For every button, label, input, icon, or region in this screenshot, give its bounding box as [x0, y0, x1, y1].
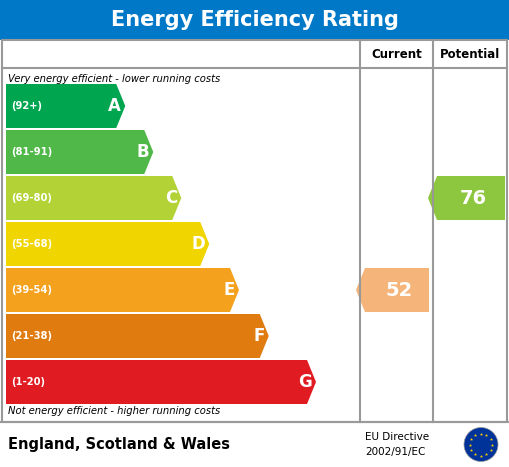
Polygon shape: [6, 222, 209, 266]
Text: England, Scotland & Wales: England, Scotland & Wales: [8, 437, 230, 452]
Text: Not energy efficient - higher running costs: Not energy efficient - higher running co…: [8, 406, 220, 416]
Text: Potential: Potential: [440, 48, 500, 61]
Text: (92+): (92+): [11, 101, 42, 111]
Polygon shape: [6, 314, 269, 358]
Text: Current: Current: [371, 48, 422, 61]
Polygon shape: [6, 268, 239, 312]
Text: A: A: [108, 97, 121, 115]
Bar: [2, 40, 507, 422]
Text: F: F: [253, 327, 265, 345]
Text: (1-20): (1-20): [11, 377, 45, 387]
Text: G: G: [298, 373, 312, 391]
Circle shape: [464, 427, 498, 461]
Text: (69-80): (69-80): [11, 193, 52, 203]
Text: D: D: [191, 235, 205, 253]
Text: B: B: [136, 143, 149, 161]
Text: (39-54): (39-54): [11, 285, 52, 295]
Text: (21-38): (21-38): [11, 331, 52, 341]
Polygon shape: [6, 176, 181, 220]
Polygon shape: [6, 84, 125, 128]
Text: Energy Efficiency Rating: Energy Efficiency Rating: [110, 10, 399, 30]
Text: EU Directive: EU Directive: [365, 432, 429, 443]
Text: C: C: [165, 189, 177, 207]
Polygon shape: [6, 360, 316, 404]
Text: Very energy efficient - lower running costs: Very energy efficient - lower running co…: [8, 74, 220, 84]
Text: 2002/91/EC: 2002/91/EC: [365, 446, 426, 457]
Bar: [0, 0, 509, 40]
Text: (55-68): (55-68): [11, 239, 52, 249]
Polygon shape: [428, 176, 505, 220]
Text: (81-91): (81-91): [11, 147, 52, 157]
Bar: [0, 422, 509, 467]
Text: 76: 76: [460, 189, 487, 207]
Polygon shape: [6, 130, 153, 174]
Text: 52: 52: [385, 281, 413, 299]
Polygon shape: [356, 268, 429, 312]
Text: E: E: [223, 281, 235, 299]
